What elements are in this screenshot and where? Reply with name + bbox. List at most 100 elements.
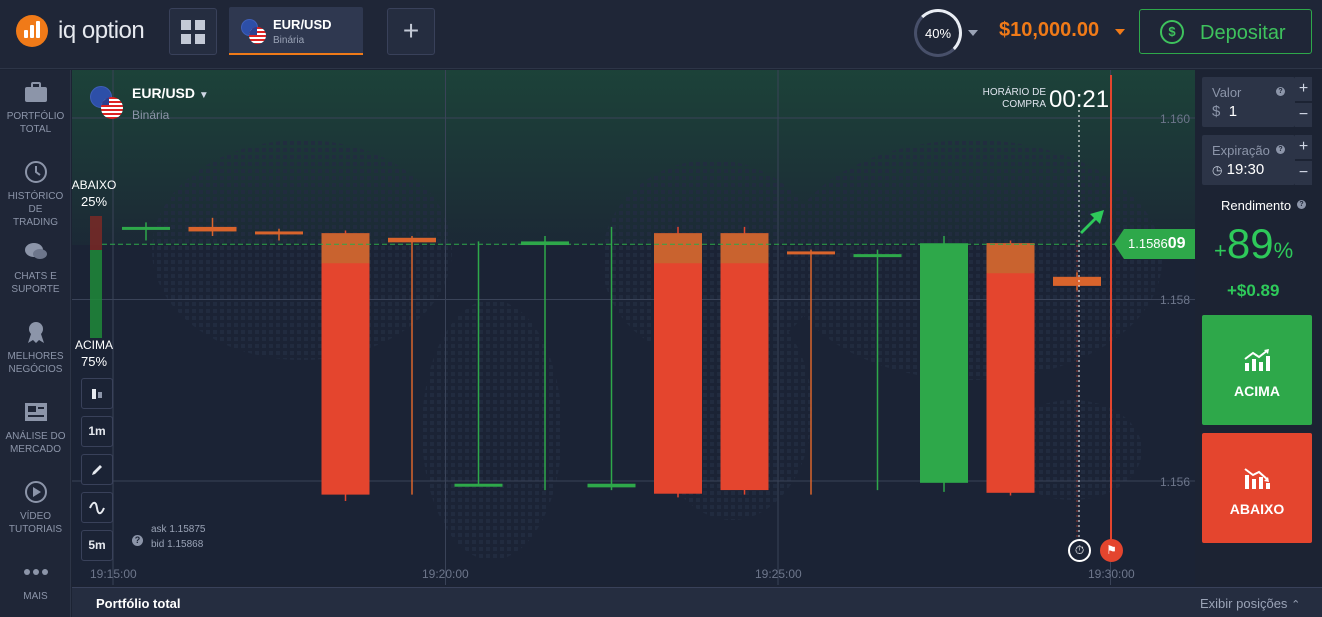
help-icon[interactable]: ? [1276,87,1285,96]
deposit-label: Depositar [1200,22,1286,44]
finish-flag-icon[interactable]: ⚑ [1100,539,1123,562]
sentiment-up: ACIMA 75% [74,338,113,369]
more-icon [23,560,49,584]
candle-body-cap [720,233,769,264]
indicators-button[interactable] [81,492,113,523]
expiration-field[interactable]: Expiração ? ◷ 19:30 [1202,135,1295,185]
history-icon [23,160,49,184]
chart-type-button[interactable] [81,378,113,409]
eur-usd-flag-icon [241,19,266,44]
gauge-value: 40% [924,26,952,41]
call-button[interactable]: ACIMA [1202,315,1312,425]
candles-group [122,217,1101,501]
candle-body [720,233,769,491]
chevron-up-icon: ⌃ [1291,599,1301,611]
logo-icon [16,15,48,47]
candle-body [654,233,702,494]
sentiment-down: ABAIXO 25% [71,178,117,209]
candlestick-chart[interactable] [72,70,1195,585]
asset-tab-type: Binária [273,35,305,46]
amount-increase-button[interactable]: + [1295,77,1312,101]
candle-icon [92,389,102,399]
left-sidebar: PORTFÓLIO TOTAL HISTÓRICO DE TRADING CHATS… [0,70,71,617]
account-balance[interactable]: $10,000.00 [999,19,1100,41]
current-price-tag: 1.158609 [1114,229,1195,259]
expiration-increase-button[interactable]: + [1295,135,1312,159]
purchase-time-label: HORÁRIO DE COMPRA [982,87,1046,110]
put-button[interactable]: ABAIXO [1202,433,1312,543]
price-tick-label: 1.160 [1160,112,1191,126]
purchase-countdown: 00:21 [1049,86,1110,113]
plus-icon: + [402,15,420,46]
chat-icon [23,240,49,264]
price-chart[interactable] [72,70,1195,585]
sidebar-item-chat[interactable]: CHATS E SUPORTE [0,240,71,296]
chart-down-icon [1244,468,1270,489]
candle-body [454,483,503,487]
wave-icon [89,501,105,515]
candle-body [188,226,237,232]
chart-up-icon [1244,349,1270,371]
sidebar-item-portfolio[interactable]: PORTFÓLIO TOTAL [0,80,71,136]
portfolio-bar[interactable]: Portfólio total Exibir posições ⌃ [72,587,1322,617]
logo[interactable]: iq option [16,15,145,47]
timeframe-5m-button[interactable]: 5m [81,530,113,561]
help-icon[interactable]: ? [132,535,143,546]
asset-tab-name: EUR/USD [273,17,332,32]
amount-decrease-button[interactable]: − [1295,103,1312,127]
candle-body [255,231,303,235]
bid-price: bid 1.15868 [151,539,204,550]
eur-usd-flag-icon [90,86,124,120]
expiration-decrease-button[interactable]: − [1295,161,1312,185]
price-tick-label: 1.156 [1160,475,1191,489]
sidebar-item-more[interactable]: MAIS [0,560,71,603]
trend-arrow-icon [1080,210,1104,234]
candle-body-cap [321,233,370,264]
time-tick-label: 19:20:00 [422,567,469,581]
award-icon [23,320,49,344]
sentiment-bar [90,216,102,338]
trader-sentiment-gauge[interactable]: 40% [914,9,962,57]
sidebar-item-top-deals[interactable]: MELHORES NEGÓCIOS [0,320,71,376]
deposit-button[interactable]: $ Depositar [1139,9,1312,54]
candle-body [321,233,370,495]
chart-asset-type: Binária [132,108,170,122]
candle-body [587,483,636,488]
grid-icon [181,20,191,30]
candle-body [388,237,436,243]
price-tick-label: 1.158 [1160,293,1191,307]
sidebar-item-history[interactable]: HISTÓRICO DE TRADING [0,160,71,229]
play-icon [23,480,49,504]
clock-icon: ◷ [1212,163,1223,177]
candle-body-cap [654,233,702,264]
gauge-caret-icon[interactable] [968,30,978,36]
add-asset-button[interactable]: + [387,8,435,55]
candle-body [521,241,569,246]
top-bar: iq option EUR/USD Binária + 40% $10,000.… [0,0,1322,69]
time-tick-label: 19:15:00 [90,567,137,581]
candle-body [986,243,1035,493]
asset-grid-button[interactable] [169,8,217,55]
yield-label: Rendimento [1221,198,1292,213]
profit-amount: +$0.89 [1227,281,1280,300]
candle-body [787,251,835,255]
ask-price: ask 1.15875 [151,524,206,535]
draw-tool-button[interactable] [81,454,113,485]
sidebar-item-market-analysis[interactable]: ANÁLISE DO MERCADO [0,400,71,456]
timeframe-1m-button[interactable]: 1m [81,416,113,447]
time-tick-label: 19:25:00 [755,567,802,581]
help-icon[interactable]: ? [1276,145,1285,154]
pencil-icon [92,465,102,475]
asset-tab-eurusd[interactable]: EUR/USD Binária [229,7,363,55]
sidebar-item-video-tutorials[interactable]: VÍDEO TUTORIAIS [0,480,71,536]
help-icon[interactable]: ? [1297,200,1306,209]
dollar-cycle-icon: $ [1160,20,1184,44]
briefcase-icon [23,80,49,104]
candle-body [920,243,968,483]
amount-field[interactable]: Valor ? $ 1 [1202,77,1295,127]
chart-asset-name: EUR/USD ▼ [132,85,209,101]
balance-caret-icon[interactable] [1115,29,1125,35]
show-positions-link[interactable]: Exibir posições ⌃ [1200,596,1301,611]
stopwatch-icon[interactable]: ⏱ [1068,539,1091,562]
yield-percent: +89% [1214,220,1294,267]
